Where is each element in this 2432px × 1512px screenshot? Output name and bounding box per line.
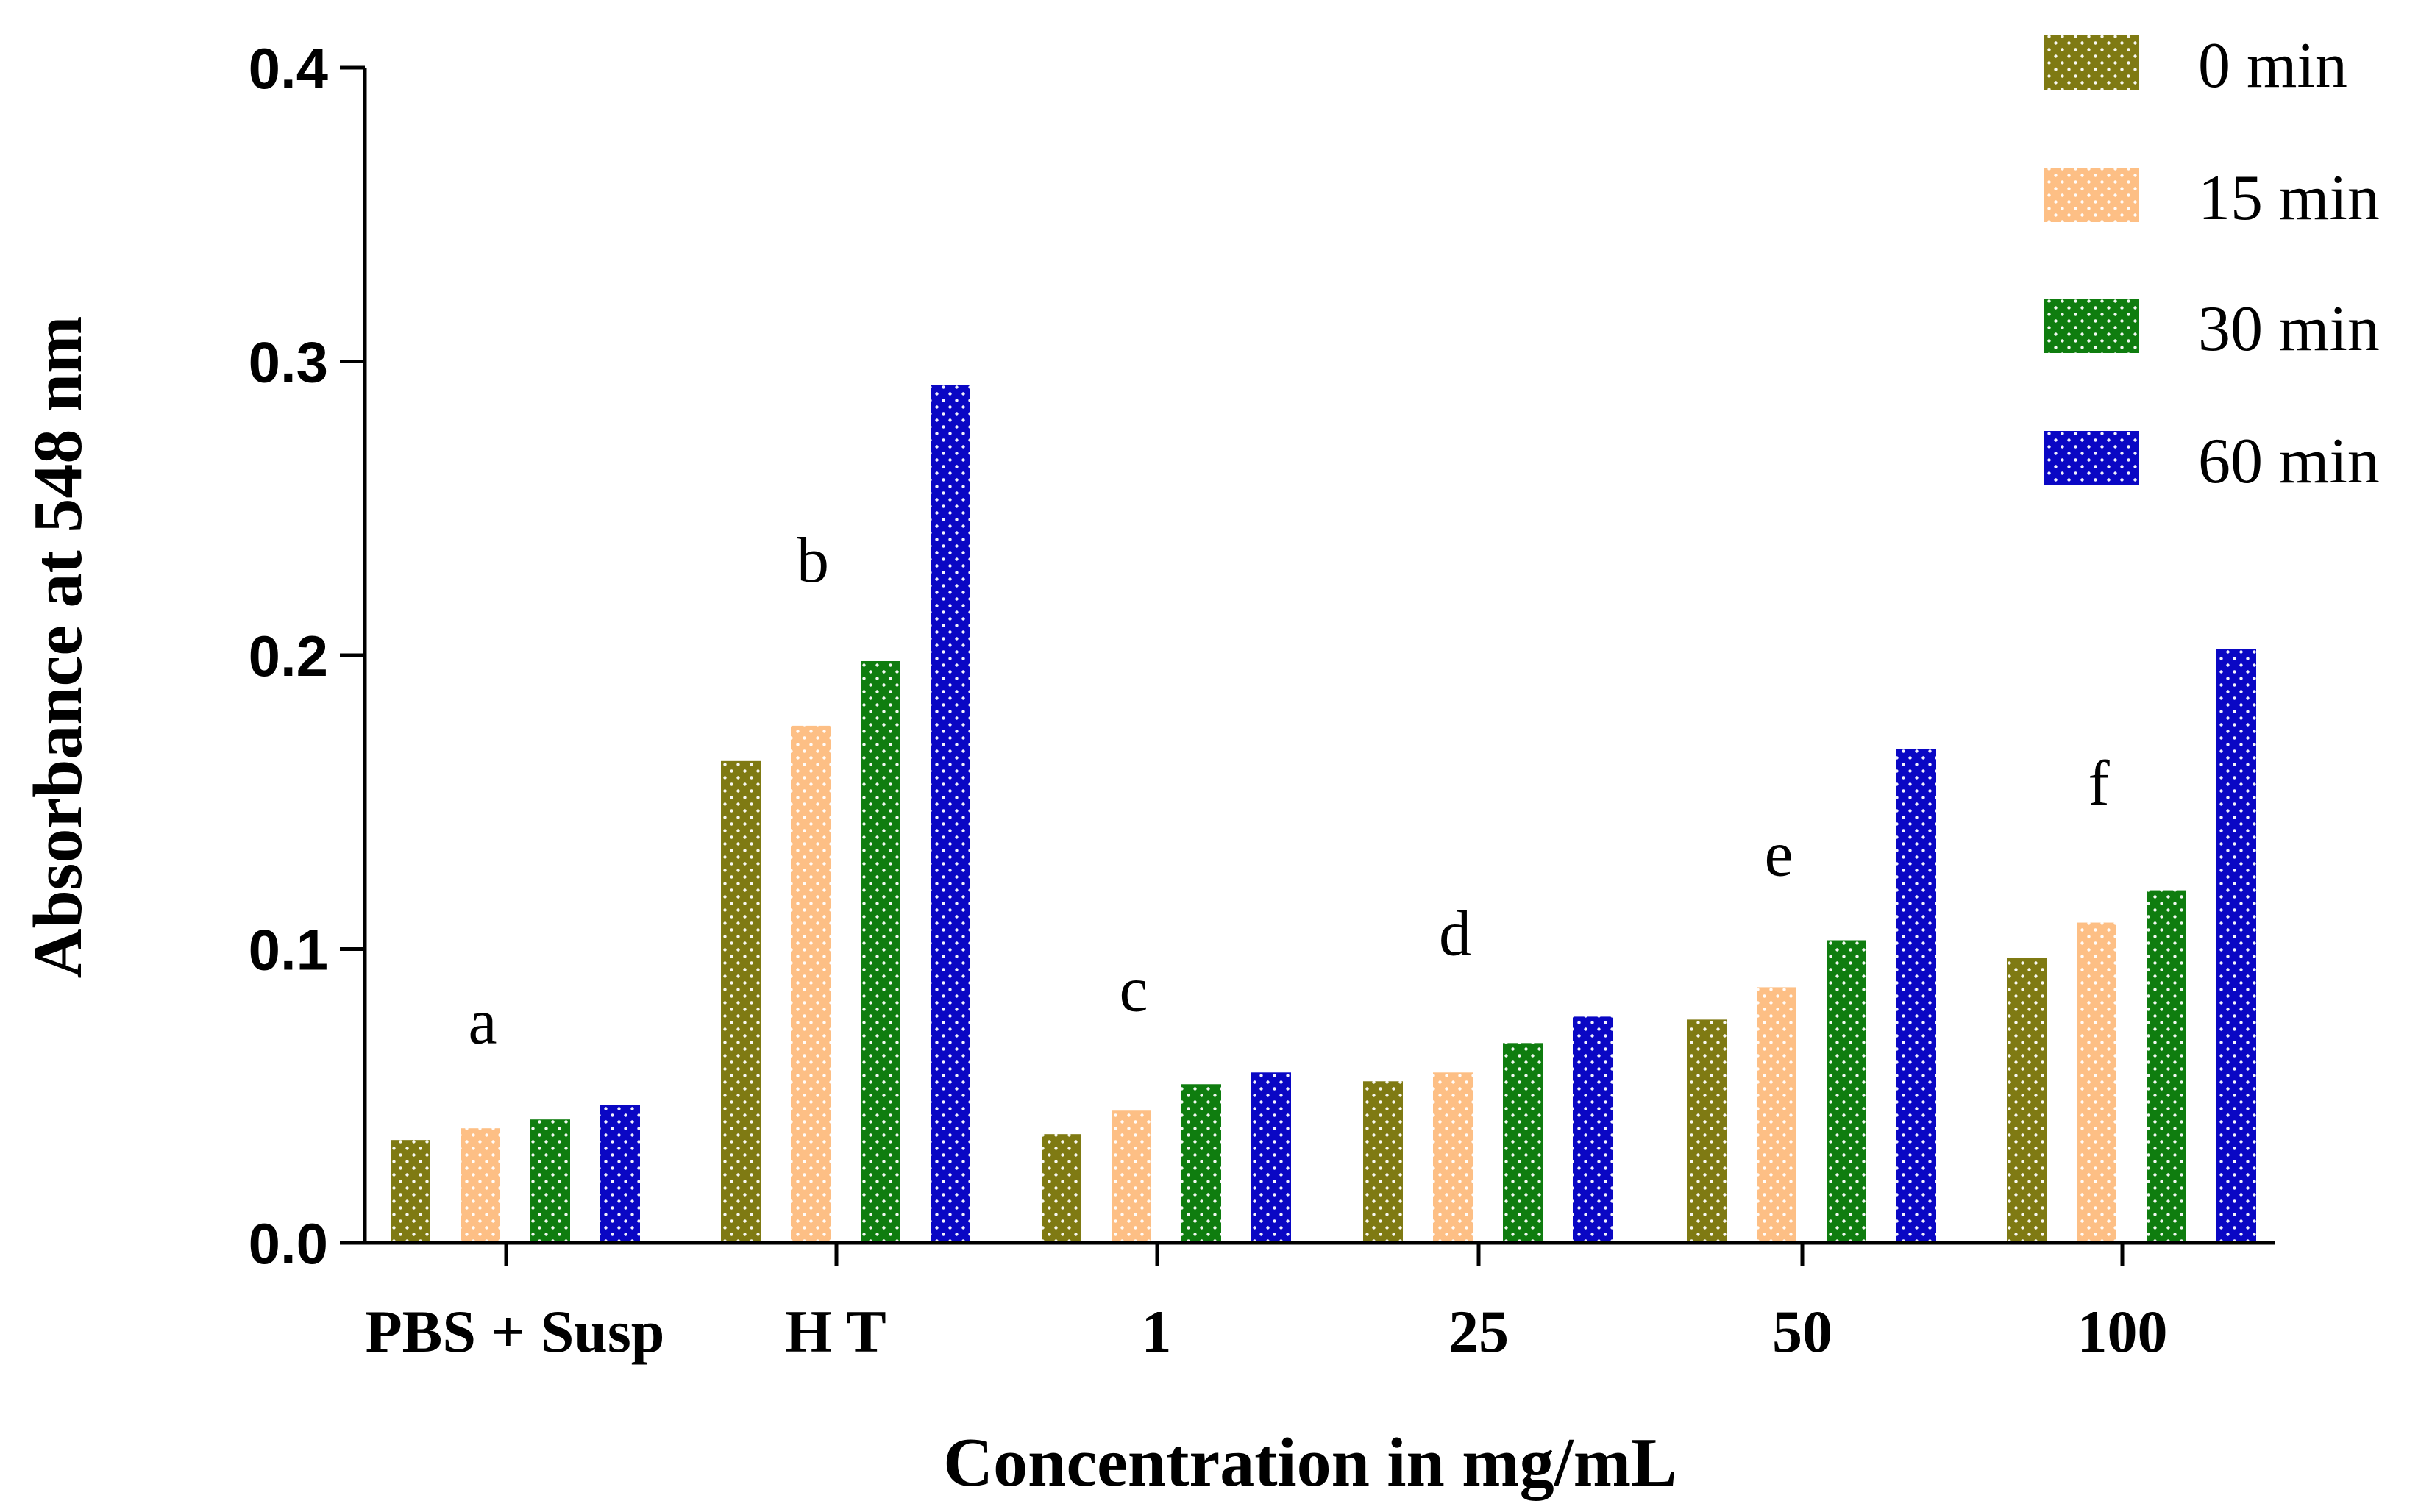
bar-25-30-min <box>1503 1043 1543 1243</box>
y-tick-label: 0.1 <box>249 918 328 983</box>
bar-100-15-min <box>2077 922 2116 1243</box>
legend-swatch <box>2044 431 2139 485</box>
bar-pbs-susp-30-min <box>530 1119 570 1243</box>
x-tick-label: 100 <box>2077 1298 2168 1365</box>
bar-25-15-min <box>1433 1072 1473 1243</box>
annotation-b: b <box>797 525 829 596</box>
annotations-group: a b c d e f <box>468 525 2110 1058</box>
legend-swatch <box>2044 168 2139 222</box>
y-tick-label: 0.0 <box>249 1211 328 1276</box>
bar-h-t-15-min <box>791 725 831 1243</box>
annotation-e: e <box>1764 819 1793 891</box>
bar-1-30-min <box>1181 1084 1221 1243</box>
annotation-f: f <box>2088 749 2110 820</box>
legend-item-15-min: 15 min <box>2044 163 2380 234</box>
bar-25-0-min <box>1363 1081 1403 1243</box>
bar-pbs-susp-0-min <box>391 1140 430 1243</box>
bar-h-t-60-min <box>931 385 970 1244</box>
bar-50-0-min <box>1687 1019 1727 1243</box>
legend-swatch <box>2044 299 2139 353</box>
bar-h-t-30-min <box>861 660 900 1243</box>
x-tick-label: 50 <box>1772 1298 1832 1365</box>
annotation-a: a <box>468 986 497 1058</box>
bar-pbs-susp-15-min <box>461 1128 500 1243</box>
y-tick-label: 0.3 <box>249 330 328 395</box>
bar-100-0-min <box>2007 958 2047 1243</box>
bar-25-60-min <box>1573 1016 1613 1243</box>
annotation-d: d <box>1439 898 1471 969</box>
legend: 0 min 15 min 30 min 60 min <box>2044 30 2380 497</box>
bar-1-60-min <box>1251 1072 1291 1243</box>
bar-1-15-min <box>1112 1110 1151 1243</box>
legend-label: 60 min <box>2198 426 2380 497</box>
legend-label: 0 min <box>2198 30 2347 101</box>
y-axis-title: Absorbance at 548 nm <box>20 316 96 979</box>
x-tick-label: 25 <box>1448 1298 1509 1365</box>
legend-item-0-min: 0 min <box>2044 30 2347 101</box>
bar-pbs-susp-60-min <box>600 1105 640 1243</box>
x-axis-title: Concentration in mg/mL <box>943 1424 1677 1501</box>
x-tick-label: H T <box>785 1298 886 1365</box>
bar-100-60-min <box>2216 649 2256 1243</box>
legend-label: 15 min <box>2198 163 2380 234</box>
legend-label: 30 min <box>2198 293 2380 365</box>
legend-item-30-min: 30 min <box>2044 293 2380 365</box>
bar-100-30-min <box>2147 890 2186 1243</box>
bar-1-0-min <box>1042 1134 1081 1243</box>
legend-item-60-min: 60 min <box>2044 426 2380 497</box>
x-tick-label: 1 <box>1142 1298 1172 1365</box>
legend-swatch <box>2044 35 2139 90</box>
y-tick-label: 0.4 <box>249 36 328 101</box>
x-tick-label: PBS + Susp <box>366 1298 665 1365</box>
bar-50-30-min <box>1827 940 1866 1243</box>
bars-group <box>391 385 2256 1244</box>
bar-50-15-min <box>1757 987 1796 1243</box>
axes-group: 0.0 0.1 0.2 0.3 0.4 PBS + Susp H T 1 25 50 100 <box>249 36 2275 1365</box>
bar-50-60-min <box>1896 749 1936 1243</box>
bar-h-t-0-min <box>721 760 761 1243</box>
y-tick-label: 0.2 <box>249 624 328 688</box>
annotation-c: c <box>1119 954 1148 1025</box>
